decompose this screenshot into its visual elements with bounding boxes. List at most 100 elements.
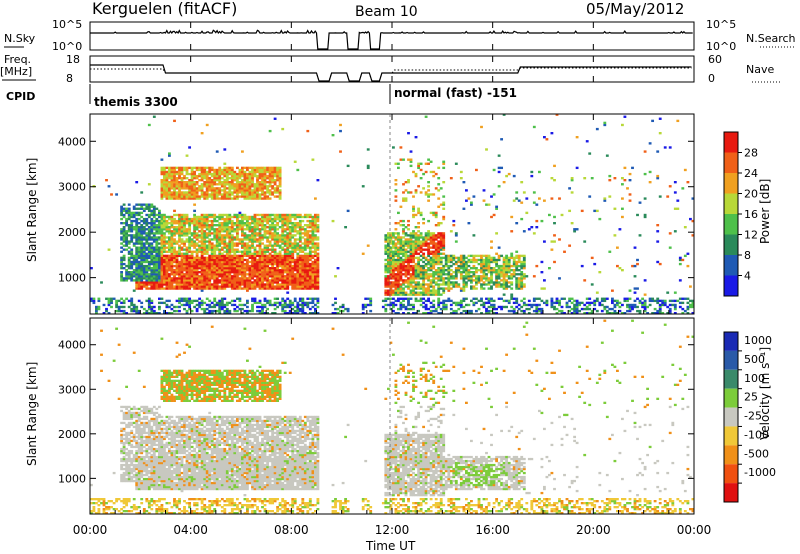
- power-cell: [510, 281, 514, 284]
- power-cell: [414, 240, 418, 243]
- power-cell: [419, 303, 423, 307]
- power-cell: [198, 219, 202, 223]
- power-cell: [195, 238, 199, 241]
- power-cell: [220, 193, 224, 196]
- power-cell: [193, 287, 197, 290]
- power-cell: [195, 217, 199, 221]
- power-cell: [283, 250, 287, 253]
- power-cell: [397, 242, 400, 245]
- power-cell: [175, 283, 179, 286]
- power-cell: [278, 258, 282, 262]
- power-cell: [225, 215, 229, 219]
- power-cell: [273, 170, 277, 174]
- power-cell: [276, 191, 280, 194]
- power-cell: [190, 172, 194, 176]
- power-cell: [467, 264, 471, 268]
- power-cell: [190, 189, 194, 192]
- power-cell: [387, 236, 390, 239]
- power-cell: [306, 242, 310, 245]
- power-cell: [278, 191, 282, 194]
- power-cell: [271, 174, 275, 178]
- power-cell: [261, 193, 264, 196]
- power-cell: [263, 246, 267, 249]
- power-cell: [402, 224, 405, 227]
- power-cell: [258, 309, 262, 313]
- power-cell: [500, 285, 504, 288]
- power-cell: [273, 172, 277, 176]
- power-cell: [291, 267, 295, 270]
- power-cell: [258, 279, 262, 282]
- power-cell: [414, 281, 418, 284]
- power-cell: [316, 312, 320, 315]
- power-cell: [334, 297, 337, 300]
- power-cell: [263, 254, 267, 258]
- power-cell: [263, 166, 267, 170]
- power-cell: [316, 305, 320, 309]
- power-cell: [147, 234, 151, 237]
- power-cell: [228, 260, 232, 264]
- power-cell: [266, 230, 270, 233]
- power-cell: [150, 222, 154, 225]
- power-cell: [236, 254, 239, 258]
- power-cell: [389, 258, 393, 262]
- power-cell: [432, 264, 436, 268]
- power-cell: [472, 256, 476, 260]
- power-cell: [122, 222, 126, 225]
- power-cell: [210, 166, 214, 170]
- power-cell: [215, 228, 219, 231]
- power-cell: [168, 275, 171, 278]
- power-cell: [173, 197, 176, 200]
- power-cell: [399, 264, 403, 268]
- power-cell: [268, 191, 272, 194]
- power-cell: [178, 215, 181, 219]
- power-cell: [190, 232, 194, 235]
- power-cell: [225, 309, 229, 313]
- power-cell: [397, 287, 400, 290]
- power-cell: [125, 277, 129, 280]
- power-cell: [147, 260, 151, 264]
- power-cell: [268, 170, 272, 174]
- power-cell: [205, 222, 209, 225]
- power-cell: [256, 179, 259, 182]
- power-cell: [263, 170, 267, 174]
- power-cell: [205, 262, 209, 266]
- power-cell: [389, 267, 393, 270]
- power-cell: [480, 262, 483, 266]
- power-cell: [291, 213, 295, 217]
- power-cell: [241, 240, 244, 243]
- power-cell: [203, 307, 207, 311]
- power-cell: [452, 256, 456, 260]
- power-cell: [399, 289, 403, 292]
- power-cell: [215, 172, 219, 176]
- power-cell: [163, 217, 166, 221]
- power-cell: [462, 281, 466, 284]
- power-cell: [173, 166, 176, 170]
- power-cell: [485, 256, 488, 260]
- power-cell: [220, 260, 224, 264]
- power-cell: [208, 224, 212, 227]
- power-cell: [276, 305, 280, 309]
- power-cell: [487, 258, 491, 262]
- power-cell: [218, 172, 222, 176]
- power-cell: [253, 197, 257, 200]
- power-cell: [251, 234, 254, 237]
- power-cell: [188, 297, 192, 300]
- power-cell: [241, 217, 244, 221]
- power-cell: [409, 303, 413, 307]
- power-cell: [419, 264, 423, 268]
- power-cell: [437, 189, 441, 192]
- power-cell: [185, 285, 189, 288]
- power-cell: [266, 232, 270, 235]
- power-cell: [160, 256, 164, 260]
- power-cell: [246, 267, 249, 270]
- power-cell: [424, 234, 428, 237]
- power-cell: [266, 301, 270, 305]
- power-cell: [422, 222, 426, 225]
- power-cell: [316, 242, 320, 245]
- power-cell: [236, 195, 239, 198]
- power-cell: [419, 236, 423, 239]
- power-cell: [195, 168, 199, 172]
- power-cell: [429, 312, 433, 315]
- power-cell: [397, 258, 400, 262]
- power-cell: [175, 213, 179, 217]
